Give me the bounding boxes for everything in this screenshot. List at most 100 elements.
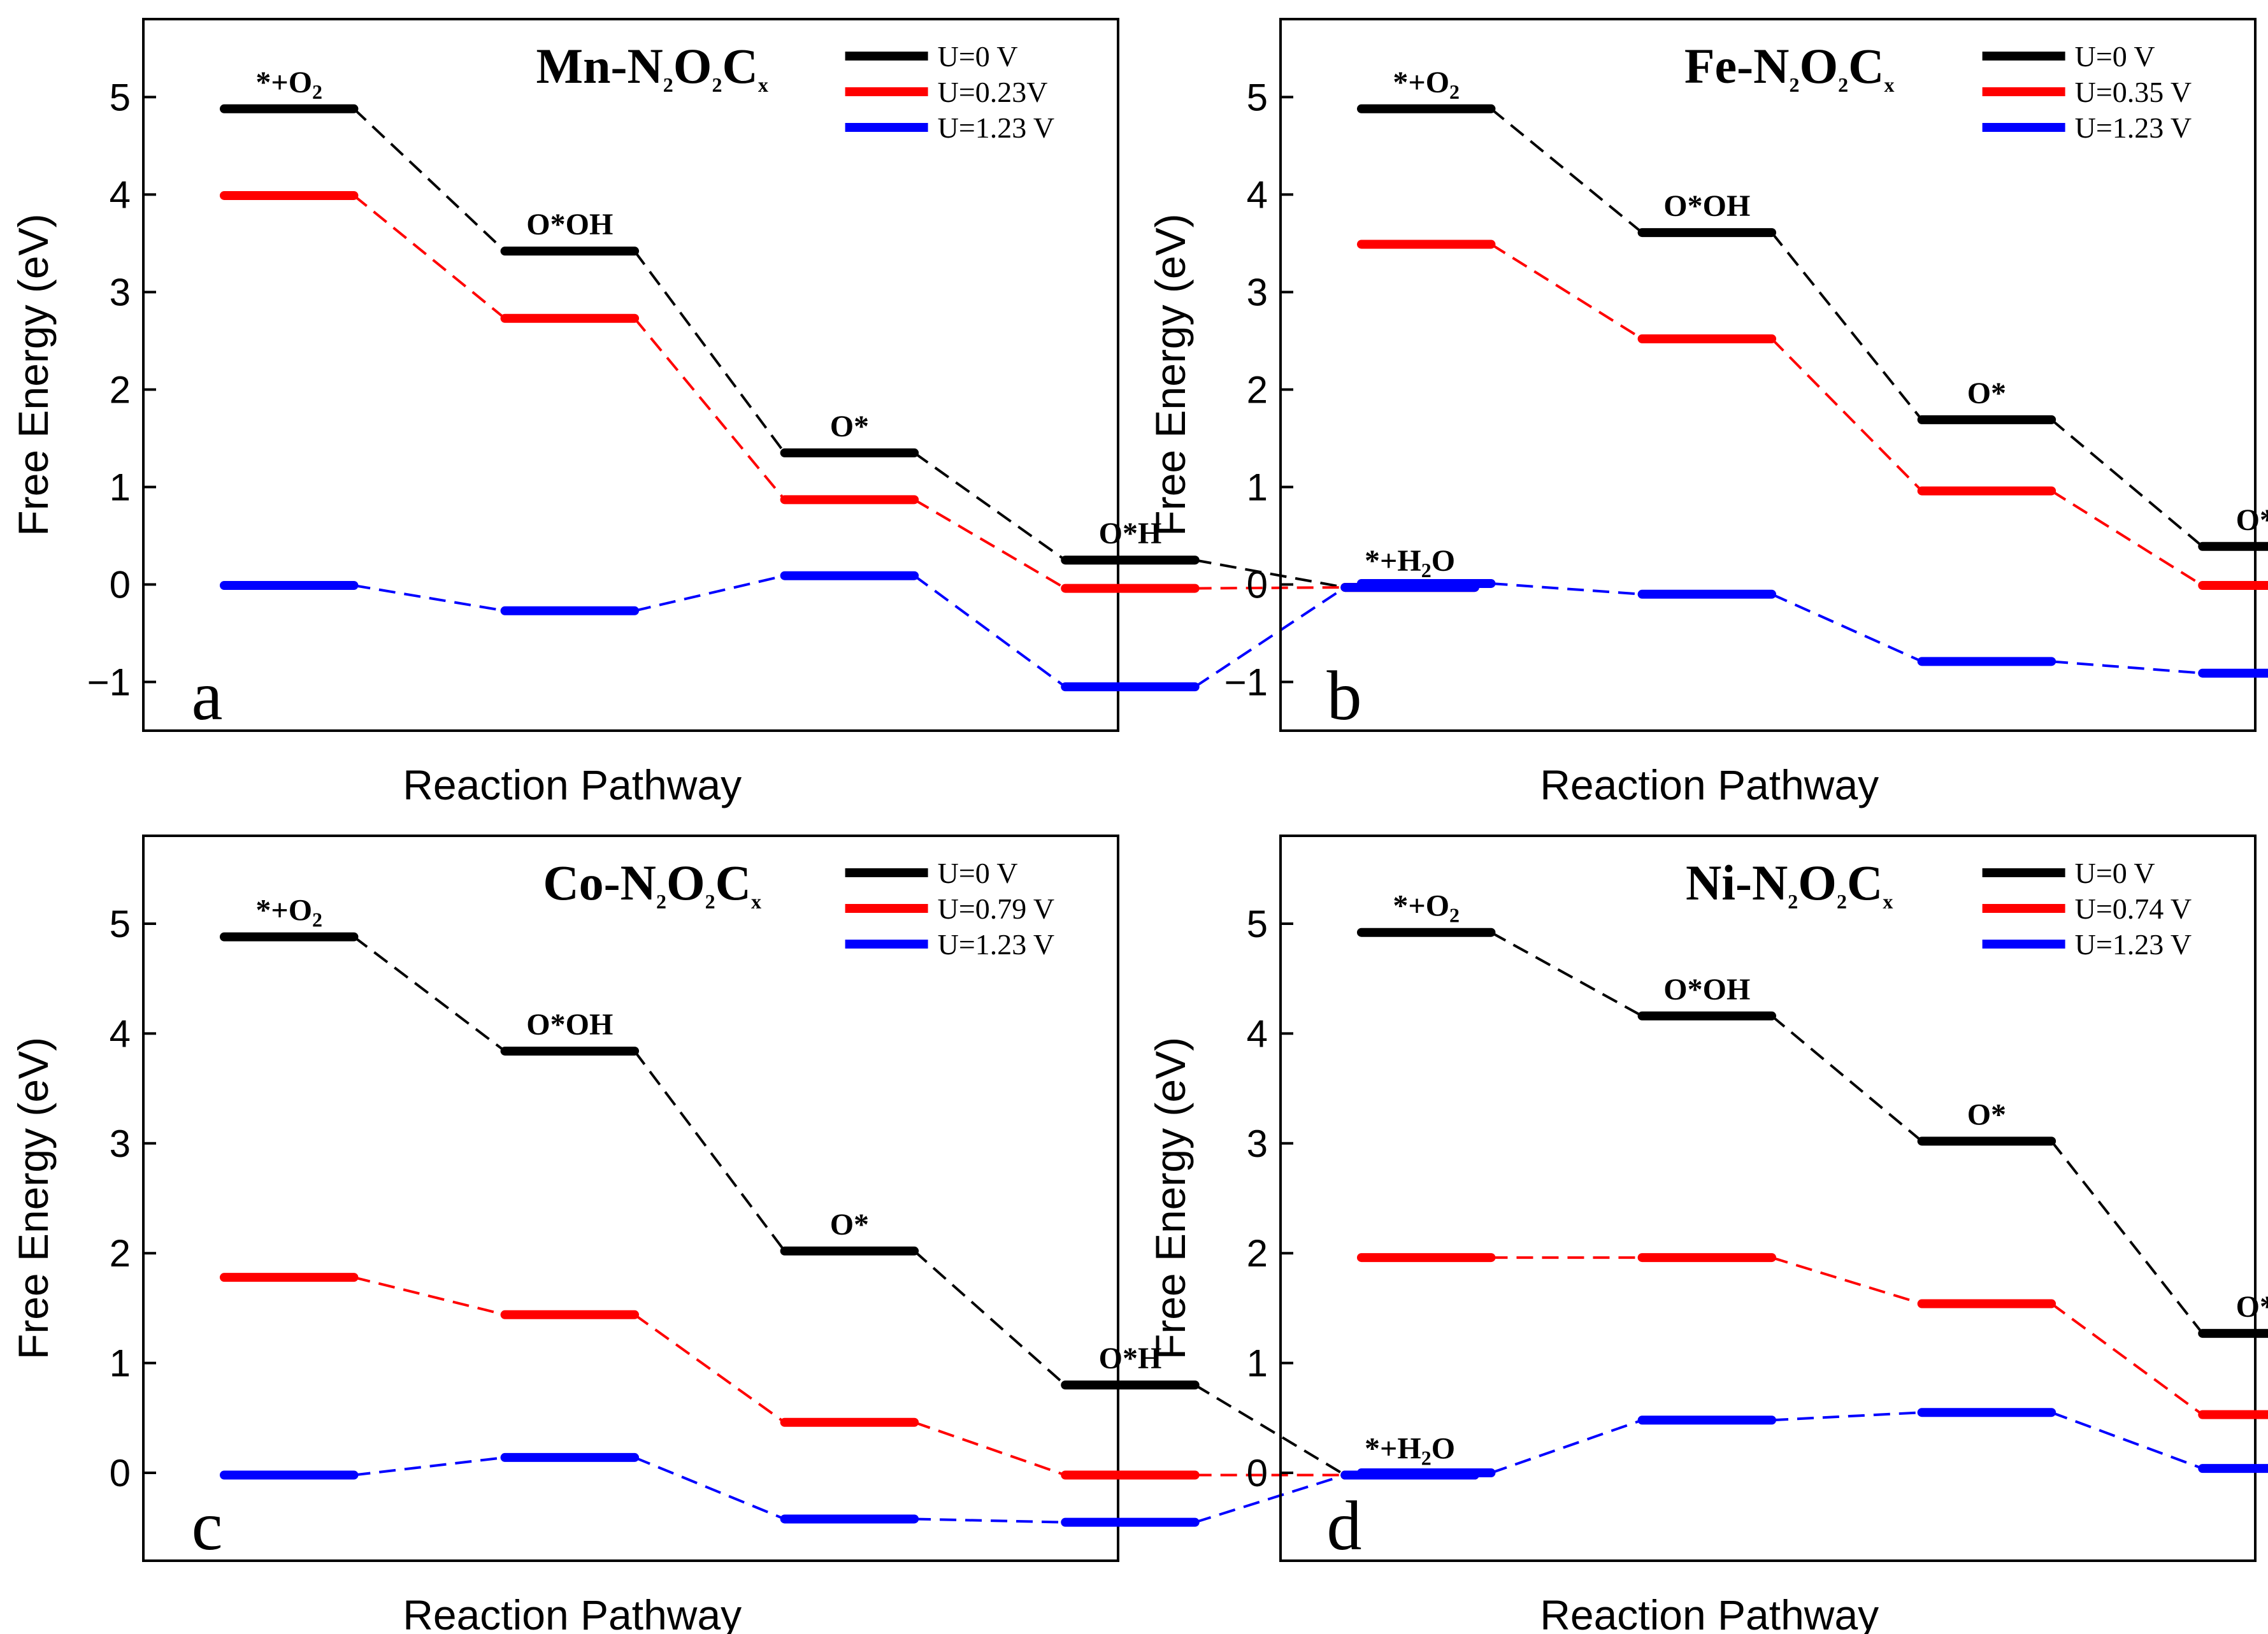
energy-connector (1490, 1419, 1643, 1474)
panel-letter: a (192, 657, 223, 735)
legend-label: U=0.74 V (2075, 892, 2192, 925)
title-sub-1: 2 (663, 73, 673, 96)
title-sub-2: 2 (712, 73, 722, 96)
state-label-main: O*H (2236, 1290, 2268, 1324)
energy-connector (634, 1456, 786, 1521)
panel-title: Mn-N2O2CxMn-N2O2Cx (536, 38, 768, 96)
series-1 (1356, 104, 2268, 551)
legend-label: U=0 V (938, 857, 1018, 889)
energy-connector (2051, 660, 2203, 675)
y-tick-label: 3 (1247, 271, 1268, 313)
series-1 (219, 104, 1479, 592)
energy-connector (2051, 1411, 2203, 1470)
energy-connector (354, 1456, 505, 1477)
energy-connector (354, 584, 505, 612)
y-tick-label: 4 (1247, 173, 1268, 216)
energy-connector (1770, 1015, 1923, 1142)
energy-connector (353, 194, 506, 320)
state-label-main: O*H (2236, 503, 2268, 537)
state-label-sub: 2 (1421, 1447, 1432, 1470)
legend-label: U=0.79 V (938, 892, 1055, 925)
legend-label: U=1.23 V (2075, 928, 2192, 961)
state-label: O*OH (526, 208, 613, 241)
y-tick-label: 1 (1247, 1342, 1268, 1385)
y-tick-label: 0 (1247, 563, 1268, 606)
state-label-main: *+O (1393, 66, 1449, 99)
y-tick-label: 5 (110, 903, 131, 945)
legend-label: U=0 V (2075, 857, 2155, 889)
energy-connector (1771, 1256, 1923, 1305)
state-label: O*H (2236, 1290, 2268, 1324)
title-sub-2: 2 (705, 890, 715, 913)
y-tick-label: 2 (1247, 1232, 1268, 1275)
state-label-main: *+H (1365, 544, 1421, 578)
x-axis-title: Reaction Pathway (1540, 761, 1879, 808)
y-tick-label: 2 (1247, 368, 1268, 411)
state-label-tail: O (1432, 544, 1455, 578)
title-sub-1: 2 (1789, 73, 1799, 96)
state-label: *+O2 (1393, 889, 1460, 927)
legend-label: U=1.23 V (938, 928, 1055, 961)
state-label: O* (1967, 376, 2006, 410)
title-sub-x: x (1884, 73, 1894, 96)
y-tick-label: 5 (1247, 76, 1268, 118)
title-metal: Co-N (543, 855, 656, 910)
energy-connector (1490, 108, 1643, 234)
state-label: O*H (1099, 1342, 1162, 1375)
y-axis-title: Free Energy (eV) (10, 213, 57, 536)
energy-connector (353, 1276, 506, 1316)
energy-connector (1490, 931, 1643, 1017)
title-o: O (1798, 855, 1837, 910)
y-tick-label: 5 (1247, 903, 1268, 945)
series-1 (1356, 928, 2268, 1338)
state-label-main: O*H (1099, 1342, 1162, 1375)
title-sub-x: x (751, 890, 761, 913)
y-tick-label: 2 (110, 1232, 131, 1275)
energy-connector (353, 108, 506, 252)
panel-b: −1 0 1 2 3 4 5 Free Energy (eV) Reaction Pathway… (1147, 18, 2268, 808)
title-metal: Ni-N (1686, 855, 1788, 910)
state-label-main: O* (1967, 1098, 2006, 1131)
series-2 (1356, 240, 2268, 591)
panel-title: Ni-N2O2CxNi-N2O2Cx (1686, 855, 1893, 913)
title-sub-x: x (758, 73, 768, 96)
energy-connector (2051, 489, 2204, 587)
plot-frame (142, 835, 1119, 1562)
state-label: O*OH (526, 1008, 613, 1042)
energy-connector (913, 1250, 1066, 1386)
energy-connector (914, 498, 1066, 590)
title-c: C (1848, 38, 1884, 94)
x-axis-title: Reaction Pathway (403, 1591, 742, 1634)
series-3 (219, 571, 1479, 692)
energy-connector (634, 574, 786, 612)
title-o: O (666, 855, 705, 910)
series-3 (219, 1452, 1479, 1527)
state-label: O*OH (1663, 189, 1750, 223)
state-label-main: O*OH (1663, 973, 1750, 1007)
title-c: C (715, 855, 751, 910)
title-sub-x: x (1883, 890, 1893, 913)
x-axis-title: Reaction Pathway (1540, 1591, 1879, 1634)
energy-connector (914, 1421, 1066, 1477)
state-label-sub: 2 (312, 80, 322, 103)
state-label-sub: 2 (1449, 80, 1460, 103)
state-label-main: *+O (255, 894, 312, 928)
state-label-sub: 2 (1421, 559, 1432, 582)
energy-connector (353, 936, 506, 1052)
y-tick-label: 2 (110, 368, 131, 411)
state-label-main: O*H (1099, 517, 1162, 550)
energy-connector (913, 452, 1066, 561)
energy-connector (1195, 1473, 1346, 1524)
series-2 (1356, 1253, 2268, 1419)
legend-label: U=1.23 V (2075, 111, 2192, 144)
y-tick-label: 1 (1247, 466, 1268, 508)
title-sub-2: 2 (1837, 890, 1847, 913)
state-label: *+H2O (1365, 544, 1455, 582)
energy-connector (1771, 592, 1923, 663)
y-tick-label: −1 (87, 661, 131, 703)
panel-title: Co-N2O2CxCo-N2O2Cx (543, 855, 761, 913)
state-label-main: *+O (255, 66, 312, 99)
y-tick-label: 0 (110, 1452, 131, 1494)
state-label-sub: 2 (312, 908, 322, 931)
state-label-tail: O (1432, 1432, 1455, 1466)
